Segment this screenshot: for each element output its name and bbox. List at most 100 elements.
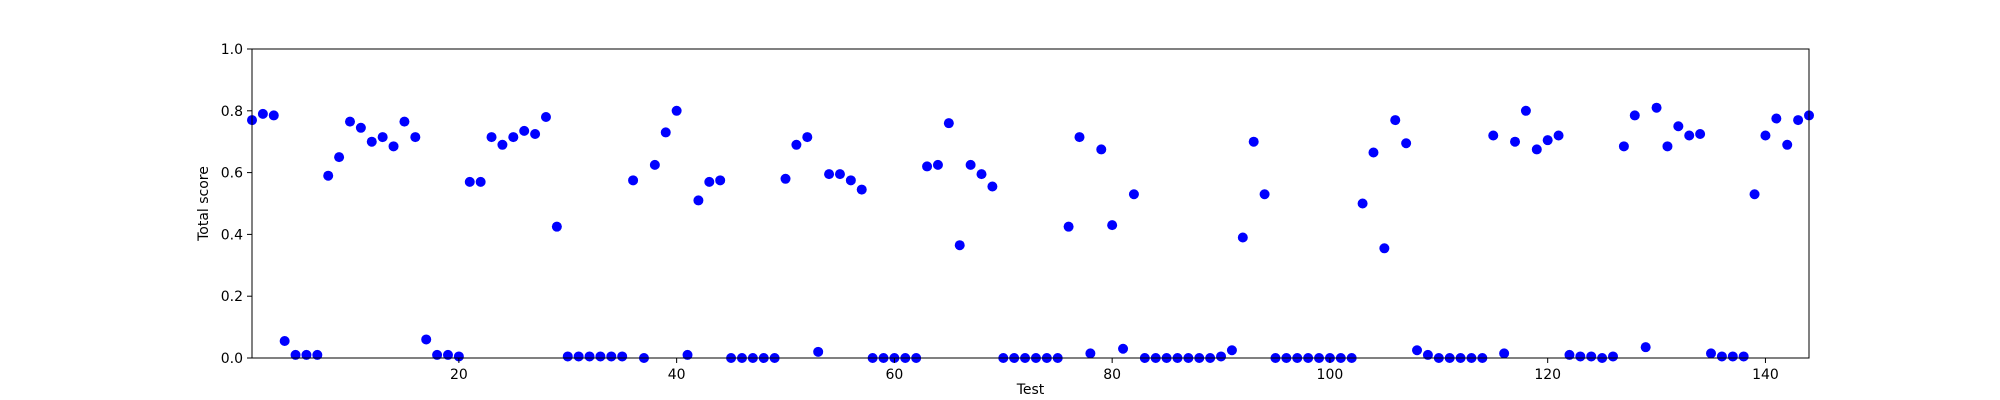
data-point [1248, 136, 1259, 147]
data-point [540, 111, 551, 122]
data-point [573, 351, 584, 362]
data-point [1771, 113, 1782, 124]
data-point [791, 139, 802, 150]
data-point [257, 108, 268, 119]
data-point [856, 184, 867, 195]
data-point [1651, 102, 1662, 113]
data-point [1259, 189, 1270, 200]
data-point [551, 221, 562, 232]
data-point [1379, 243, 1390, 254]
data-point [595, 351, 606, 362]
data-point [1673, 121, 1684, 132]
y-tick-label: 1.0 [221, 42, 243, 58]
data-point [617, 351, 628, 362]
data-point [660, 127, 671, 138]
data-point [1520, 105, 1531, 116]
data-point [279, 336, 290, 347]
data-point [1085, 348, 1096, 359]
data-point [366, 136, 377, 147]
data-point [453, 351, 464, 362]
data-point [268, 110, 279, 121]
data-point [1401, 138, 1412, 149]
data-point [1226, 345, 1237, 356]
data-point [1695, 128, 1706, 139]
data-point [824, 169, 835, 180]
data-point [1608, 351, 1619, 362]
data-point [628, 175, 639, 186]
data-point [312, 349, 323, 360]
data-point [1128, 189, 1139, 200]
data-point [715, 175, 726, 186]
data-point [442, 349, 453, 360]
y-axis-label: Total score [196, 166, 212, 242]
x-tick-label: 20 [450, 367, 468, 383]
data-point [1107, 220, 1118, 231]
data-point [606, 351, 617, 362]
y-tick-label: 0.6 [221, 166, 243, 182]
data-point [1575, 351, 1586, 362]
data-point [1586, 351, 1597, 362]
y-tick-label: 0.4 [221, 227, 243, 243]
data-point [1727, 351, 1738, 362]
x-tick-label: 80 [1103, 367, 1121, 383]
data-point [780, 173, 791, 184]
data-point [1553, 130, 1564, 141]
data-point [1684, 130, 1695, 141]
data-point [1422, 349, 1433, 360]
data-point [1782, 139, 1793, 150]
data-point [976, 169, 987, 180]
data-point [1074, 132, 1085, 143]
data-point [486, 132, 497, 143]
data-point [344, 116, 355, 127]
data-point [834, 169, 845, 180]
x-axis-ticks: 20 40 60 80 100 120 140 [450, 358, 1779, 383]
data-point [399, 116, 410, 127]
data-point [1793, 115, 1804, 126]
data-point [355, 122, 366, 133]
data-point [421, 334, 432, 345]
data-point [1368, 147, 1379, 158]
data-point [1499, 348, 1510, 359]
data-point [693, 195, 704, 206]
x-tick-label: 60 [885, 367, 903, 383]
data-point [704, 176, 715, 187]
data-point [1640, 342, 1651, 353]
data-point [649, 159, 660, 170]
y-tick-label: 0.8 [221, 104, 243, 120]
data-point [813, 346, 824, 357]
y-tick-label: 0.0 [221, 351, 243, 367]
data-point [1706, 348, 1717, 359]
data-point [530, 128, 541, 139]
data-point [377, 132, 388, 143]
x-tick-label: 140 [1752, 367, 1779, 383]
data-point [1542, 135, 1553, 146]
data-point [323, 170, 334, 181]
data-point [519, 125, 530, 136]
data-point [1618, 141, 1629, 152]
y-axis-ticks: 0.0 0.2 0.4 0.6 0.8 1.0 [221, 42, 252, 367]
data-point [1662, 141, 1673, 152]
data-point [845, 175, 856, 186]
data-point [1488, 130, 1499, 141]
data-point [432, 349, 443, 360]
data-point [1716, 351, 1727, 362]
data-point [1738, 351, 1749, 362]
data-point [954, 240, 965, 251]
data-point [922, 161, 933, 172]
data-point [290, 349, 301, 360]
data-point [1096, 144, 1107, 155]
data-point [464, 176, 475, 187]
data-point [1760, 130, 1771, 141]
data-points [247, 102, 1814, 363]
data-point [497, 139, 508, 150]
data-point [943, 118, 954, 129]
data-point [1629, 110, 1640, 121]
data-point [1412, 345, 1423, 356]
data-point [508, 132, 519, 143]
data-point [932, 159, 943, 170]
data-point [562, 351, 573, 362]
data-point [301, 349, 312, 360]
data-point [1390, 115, 1401, 126]
